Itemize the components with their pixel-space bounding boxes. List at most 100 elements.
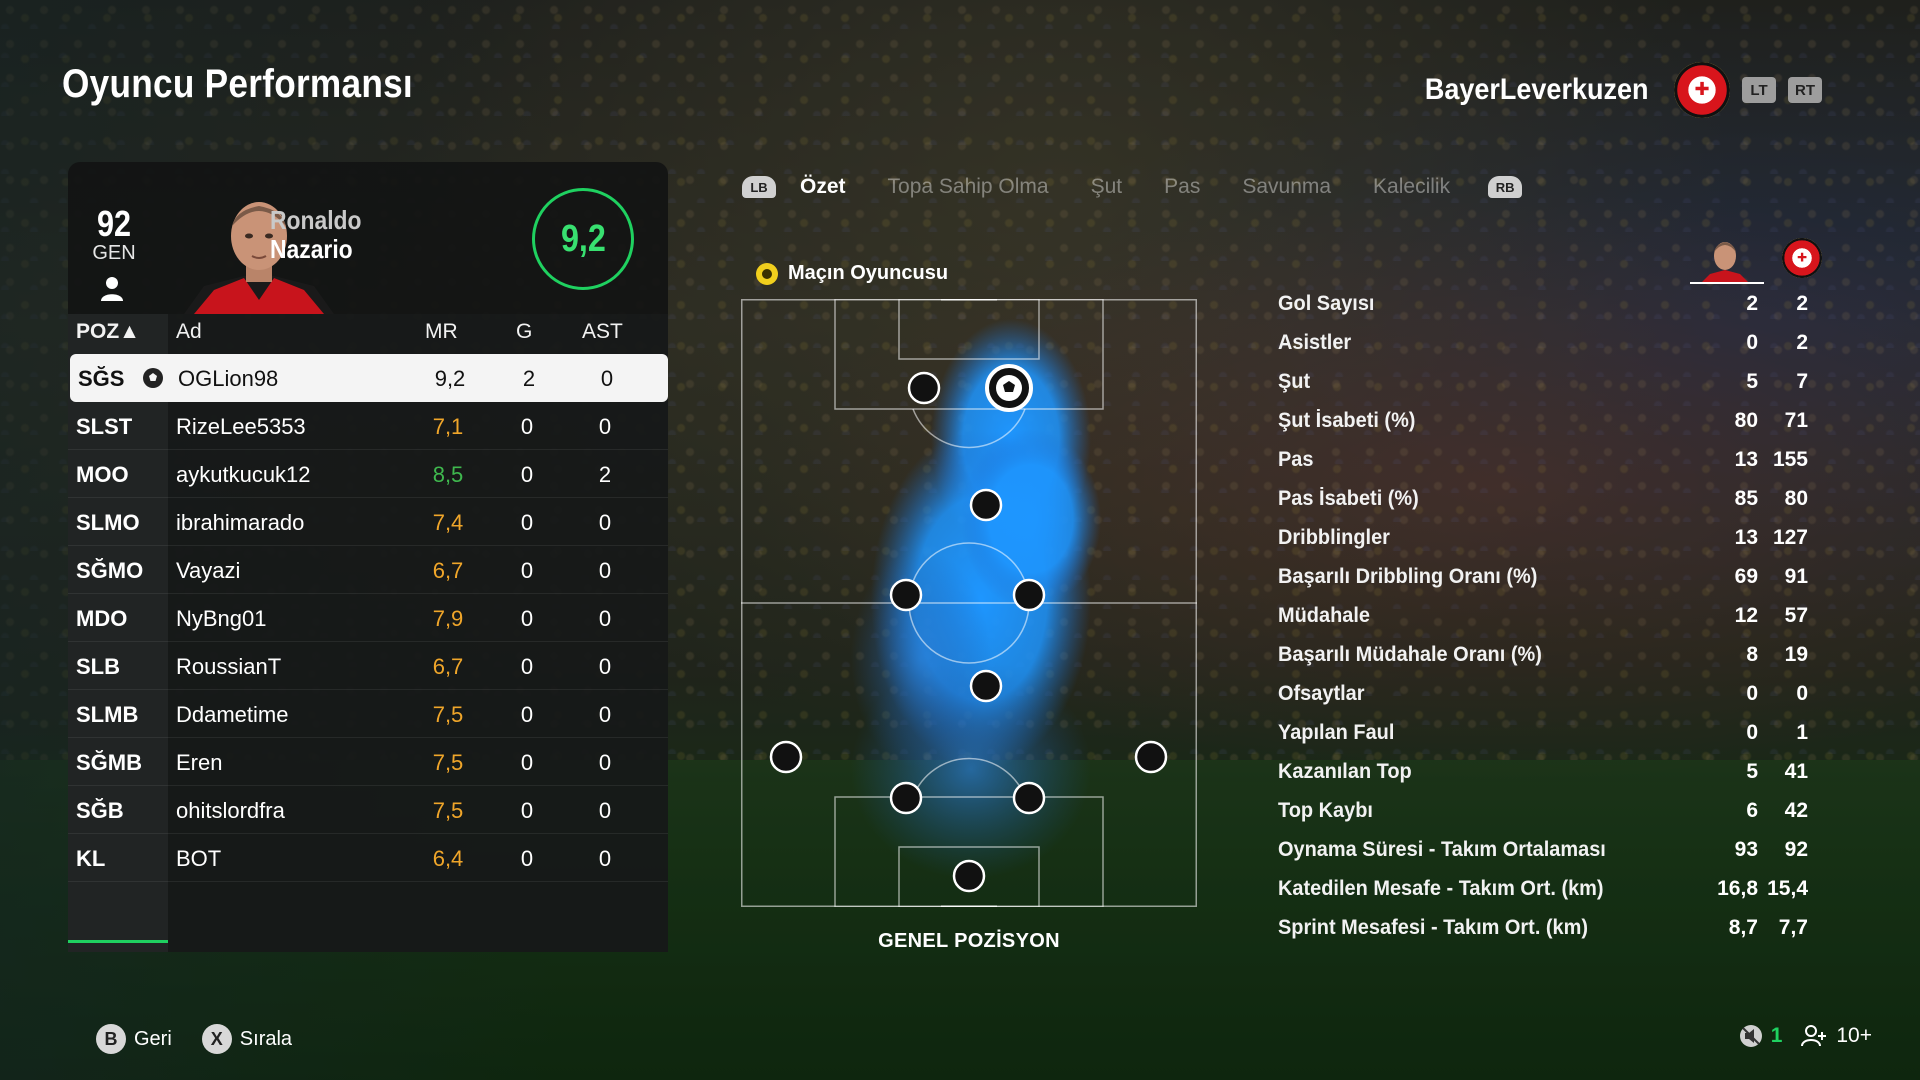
row-rating: 7,4 [432,510,464,535]
party-icon[interactable] [1800,1024,1828,1048]
tab-summary[interactable]: Özet [800,175,846,198]
table-row[interactable]: SLMB Ddametime 7,5 0 0 [68,690,668,738]
tab-defending[interactable]: Savunma [1242,175,1332,198]
tab-goalkeeping[interactable]: Kalecilik [1373,175,1451,198]
row-position: SLMO [76,510,140,535]
stat-row: Başarılı Dribbling Oranı (%) 69 91 [1278,565,1810,599]
table-header: POZ▲ Ad MR G AST [68,314,668,354]
back-label[interactable]: Geri [134,1027,172,1050]
column-header-goals[interactable]: G [516,320,533,343]
rb-bumper-button[interactable]: RB [1488,176,1523,198]
rt-trigger-button[interactable]: RT [1788,77,1822,103]
stat-player-value: 5 [1746,370,1758,393]
stat-player-value: 93 [1734,838,1758,861]
row-goals: 0 [520,750,534,775]
stat-label: Pas [1278,448,1314,471]
column-header-rating[interactable]: MR [425,320,458,343]
stat-team-value: 2 [1796,331,1808,354]
person-icon [101,277,123,301]
row-position: SĞS [78,366,125,391]
stat-player-value: 2 [1746,292,1758,315]
row-position: SĞMO [76,558,144,583]
stat-player-value: 13 [1734,448,1758,471]
row-goals: 0 [520,558,534,583]
table-row[interactable]: SLMO ibrahimarado 7,4 0 0 [68,498,668,546]
stats-tab-bar: LB Özet Topa Sahip Olma Şut Pas Savunma … [742,172,1523,202]
stat-player-value: 13 [1734,526,1758,549]
stat-team-value: 7 [1796,370,1808,393]
stat-player-value: 5 [1746,760,1758,783]
column-header-position[interactable]: POZ▲ [76,320,140,343]
stat-team-value: 19 [1784,643,1808,666]
table-row[interactable]: KL BOT 6,4 0 0 [68,834,668,882]
row-name: Vayazi [176,558,241,583]
row-goals: 0 [520,798,534,823]
b-button-icon[interactable]: B [96,1024,126,1054]
table-row[interactable]: SĞMO Vayazi 6,7 0 0 [68,546,668,594]
stat-player-value: 0 [1746,682,1758,705]
stat-team-value: 91 [1784,565,1808,588]
stat-label: Oynama Süresi - Takım Ortalaması [1278,838,1606,861]
formation-dot [1012,781,1046,815]
stat-row: Ofsaytlar 0 0 [1278,682,1810,716]
table-row[interactable]: MDO NyBng01 7,9 0 0 [68,594,668,642]
stat-label: Başarılı Müdahale Oranı (%) [1278,643,1542,666]
table-row[interactable]: SLB RoussianT 6,7 0 0 [68,642,668,690]
formation-dot [969,488,1003,522]
stat-label: Ofsaytlar [1278,682,1365,705]
row-assists: 2 [598,462,612,487]
formation-dot [1012,578,1046,612]
sort-label[interactable]: Sırala [239,1027,293,1050]
row-assists: 0 [598,798,612,823]
heatmap-pitch [741,297,1197,909]
row-rating: 7,9 [432,606,464,631]
table-row-selected[interactable]: SĞS OGLion98 9,2 2 0 [70,354,668,402]
lt-trigger-button[interactable]: LT [1742,77,1776,103]
table-row[interactable]: SĞMB Eren 7,5 0 0 [68,738,668,786]
tab-possession[interactable]: Topa Sahip Olma [887,175,1049,198]
table-row[interactable]: SLST RizeLee5353 7,1 0 0 [68,402,668,450]
tab-passing[interactable]: Pas [1164,175,1201,198]
table-row[interactable]: MOO aykutkucuk12 8,5 0 2 [68,450,668,498]
row-position: MOO [76,462,129,487]
row-rating: 9,2 [434,366,466,391]
stat-team-value: 41 [1784,760,1808,783]
footer-controls: B Geri X Sırala [96,1024,292,1054]
player-card: 92 GEN Ronaldo Nazario 9,2 [68,162,668,314]
row-assists: 0 [598,750,612,775]
stat-row: Asistler 0 2 [1278,331,1810,365]
x-button-icon[interactable]: X [201,1024,232,1054]
row-goals: 0 [520,414,534,439]
stat-team-value: 2 [1796,292,1808,315]
row-goals: 0 [520,462,534,487]
row-rating: 7,5 [432,702,464,727]
row-assists: 0 [598,654,612,679]
position-heatmap [741,297,1197,909]
tab-shooting[interactable]: Şut [1090,175,1123,198]
stat-label: Top Kaybı [1278,799,1373,822]
lb-bumper-button[interactable]: LB [742,176,776,198]
stat-label: Katedilen Mesafe - Takım Ort. (km) [1278,877,1604,900]
stat-row: Şut 5 7 [1278,370,1810,404]
general-position-label: GENEL POZİSYON [878,930,1060,952]
stat-team-value: 15,4 [1767,877,1808,900]
row-rating: 7,1 [432,414,464,439]
column-header-assists[interactable]: AST [582,320,623,343]
party-count: 10+ [1836,1024,1872,1047]
stat-row: Top Kaybı 6 42 [1278,799,1810,833]
formation-dot [907,371,941,405]
stat-label: Kazanılan Top [1278,760,1412,783]
stat-label: Şut [1278,370,1311,393]
stat-row: Başarılı Müdahale Oranı (%) 8 19 [1278,643,1810,677]
stat-row: Kazanılan Top 5 41 [1278,760,1810,794]
column-header-name[interactable]: Ad [176,320,202,343]
table-row[interactable]: SĞB ohitslordfra 7,5 0 0 [68,786,668,834]
player-first-name: Ronaldo [270,205,362,235]
stat-team-value: 71 [1784,409,1808,432]
scroll-indicator [68,940,168,943]
row-goals: 0 [520,702,534,727]
stat-player-value: 12 [1734,604,1758,627]
stat-player-value: 6 [1746,799,1758,822]
row-assists: 0 [598,606,612,631]
mute-icon[interactable] [1739,1024,1763,1048]
